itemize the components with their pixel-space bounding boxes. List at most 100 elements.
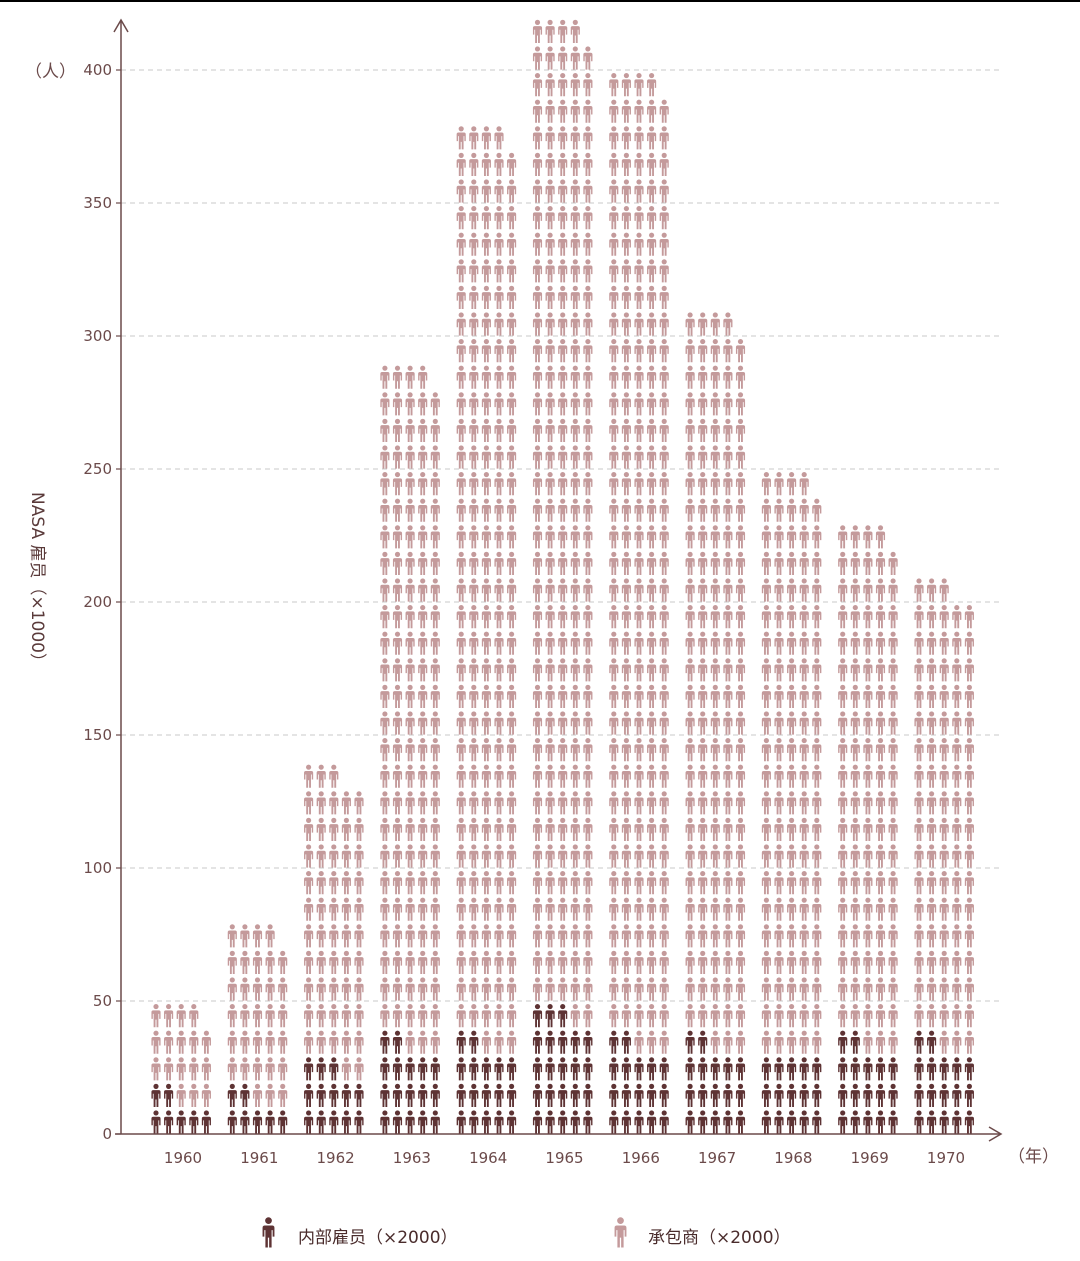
contractor-icon <box>494 764 504 788</box>
contractor-icon <box>735 365 746 389</box>
pictogram-icons <box>151 19 974 1134</box>
contractor-icon <box>570 950 580 975</box>
contractor-icon <box>710 338 720 363</box>
contractor-icon <box>710 1030 720 1054</box>
contractor-icon <box>494 525 504 549</box>
contractor-icon <box>189 1083 199 1108</box>
employee-icon <box>927 1030 937 1054</box>
contractor-icon <box>850 844 860 868</box>
contractor-icon <box>799 498 809 522</box>
contractor-icon <box>812 1003 822 1028</box>
contractor-icon <box>964 658 974 682</box>
employee-icon <box>380 1083 390 1108</box>
contractor-icon <box>494 604 504 629</box>
contractor-icon <box>570 525 580 549</box>
contractor-icon <box>189 1030 199 1054</box>
contractor-icon <box>634 551 644 576</box>
contractor-icon <box>609 72 619 97</box>
contractor-icon <box>774 551 784 576</box>
contractor-icon <box>354 1057 364 1081</box>
contractor-icon <box>609 445 619 469</box>
contractor-icon <box>685 338 695 363</box>
contractor-icon <box>545 737 555 762</box>
contractor-icon <box>558 844 568 868</box>
contractor-icon <box>939 631 949 655</box>
contractor-icon <box>647 152 657 177</box>
contractor-icon <box>418 498 428 522</box>
contractor-icon <box>278 1083 288 1108</box>
contractor-icon <box>380 924 390 948</box>
contractor-icon <box>481 977 491 1001</box>
contractor-icon <box>545 950 555 975</box>
contractor-icon <box>723 338 733 363</box>
contractor-icon <box>838 658 848 682</box>
employee-icon <box>265 1110 275 1134</box>
employee-icon <box>532 1003 543 1028</box>
contractor-icon <box>418 950 428 975</box>
contractor-icon <box>774 1003 784 1028</box>
contractor-icon <box>761 897 771 921</box>
contractor-icon <box>634 764 644 788</box>
contractor-icon <box>850 924 860 948</box>
contractor-icon <box>659 418 669 443</box>
contractor-icon <box>494 179 504 203</box>
contractor-icon <box>583 99 593 123</box>
contractor-icon <box>863 870 873 895</box>
contractor-icon <box>927 950 937 975</box>
employee-icon <box>545 1083 555 1108</box>
contractor-icon <box>456 578 466 602</box>
contractor-icon <box>723 525 733 549</box>
employee-icon <box>964 1110 974 1134</box>
contractor-icon <box>570 338 580 363</box>
x-category-label: 1968 <box>774 1149 812 1167</box>
contractor-icon <box>888 737 898 762</box>
contractor-icon <box>418 924 428 948</box>
contractor-icon <box>927 684 937 709</box>
column-1970 <box>914 578 974 1134</box>
employee-icon <box>812 1110 822 1134</box>
x-category-label: 1963 <box>393 1149 431 1167</box>
contractor-icon <box>964 977 974 1001</box>
contractor-icon <box>507 179 517 203</box>
x-category-labels: 1960 1961 1962 1963 1964 1965 1966 1967 1968 1969… <box>164 1149 965 1167</box>
contractor-icon <box>532 365 543 389</box>
contractor-icon <box>418 817 428 842</box>
contractor-icon <box>545 126 555 150</box>
employee-icon <box>316 1083 326 1108</box>
contractor-icon <box>545 791 555 815</box>
contractor-icon <box>494 817 504 842</box>
contractor-icon <box>570 232 580 256</box>
contractor-icon <box>380 817 390 842</box>
contractor-icon <box>418 525 428 549</box>
employee-icon <box>151 1083 161 1108</box>
contractor-icon <box>685 924 695 948</box>
x-axis-unit: （年） <box>1008 1147 1059 1167</box>
contractor-icon <box>761 764 771 788</box>
contractor-icon <box>469 365 479 389</box>
contractor-icon <box>354 924 364 948</box>
contractor-icon <box>621 658 631 682</box>
contractor-icon <box>227 924 237 948</box>
contractor-icon <box>583 312 593 336</box>
contractor-icon <box>354 950 364 975</box>
contractor-icon <box>469 259 479 283</box>
contractor-icon <box>545 924 555 948</box>
employee-icon <box>799 1057 809 1081</box>
employee-icon <box>430 1083 440 1108</box>
contractor-icon <box>888 658 898 682</box>
contractor-icon <box>774 764 784 788</box>
contractor-icon <box>609 205 619 230</box>
column-1960 <box>151 1003 211 1134</box>
contractor-icon <box>532 498 543 522</box>
contractor-icon <box>545 72 555 97</box>
contractor-icon <box>583 152 593 177</box>
contractor-icon <box>659 126 669 150</box>
contractor-icon <box>558 631 568 655</box>
contractor-icon <box>774 471 784 496</box>
contractor-icon <box>532 684 543 709</box>
contractor-icon <box>609 498 619 522</box>
contractor-icon <box>888 684 898 709</box>
contractor-icon <box>888 551 898 576</box>
contractor-icon <box>723 445 733 469</box>
employee-icon <box>418 1110 428 1134</box>
